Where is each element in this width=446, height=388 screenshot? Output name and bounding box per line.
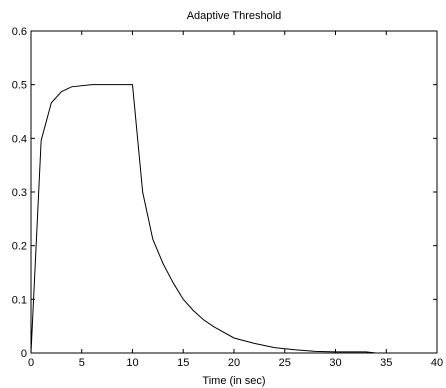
data-point [376,353,377,354]
data-point [254,343,255,344]
x-axis-title: Time (in sec) [202,375,265,387]
series-line [30,84,377,354]
data-point [183,299,184,300]
series-points [31,84,377,353]
data-point [31,353,32,354]
data-point [152,239,153,240]
x-tick-label: 5 [79,357,85,369]
data-point [173,282,174,283]
y-tick-label: 0.2 [12,241,27,253]
y-tick-label: 0.6 [12,26,27,38]
data-point [234,337,235,338]
data-point [142,192,143,193]
data-point [335,351,336,352]
data-point [91,84,92,85]
y-tick-label: 0.1 [12,294,27,306]
x-tick-label: 0 [28,357,34,369]
chart-title: Adaptive Threshold [187,10,282,22]
data-point [112,84,113,85]
data-point [315,351,316,352]
data-point [162,263,163,264]
x-tick-label: 20 [228,357,240,369]
y-tick-label: 0 [21,348,27,360]
y-axis: 0 0.1 0.2 0.3 0.4 0.5 0.6 [12,26,437,360]
x-tick-label: 15 [177,357,189,369]
data-point [71,86,72,87]
x-tick-label: 25 [279,357,291,369]
data-point [274,347,275,348]
data-point [365,351,366,352]
data-point [132,84,133,85]
x-tick-label: 30 [329,357,341,369]
data-point [51,102,52,103]
data-point [41,140,42,141]
data-point [213,326,214,327]
plot-frame [30,30,438,354]
data-point [355,351,356,352]
x-axis: 0 5 10 15 20 25 30 35 40 [28,31,443,369]
data-point [294,349,295,350]
y-tick-label: 0.3 [12,187,27,199]
data-point [203,319,204,320]
x-tick-label: 10 [126,357,138,369]
data-point [193,310,194,311]
y-tick-label: 0.5 [12,80,27,92]
y-tick-label: 0.4 [12,133,27,145]
x-tick-label: 35 [380,357,392,369]
x-tick-label: 40 [431,357,443,369]
data-point [61,91,62,92]
